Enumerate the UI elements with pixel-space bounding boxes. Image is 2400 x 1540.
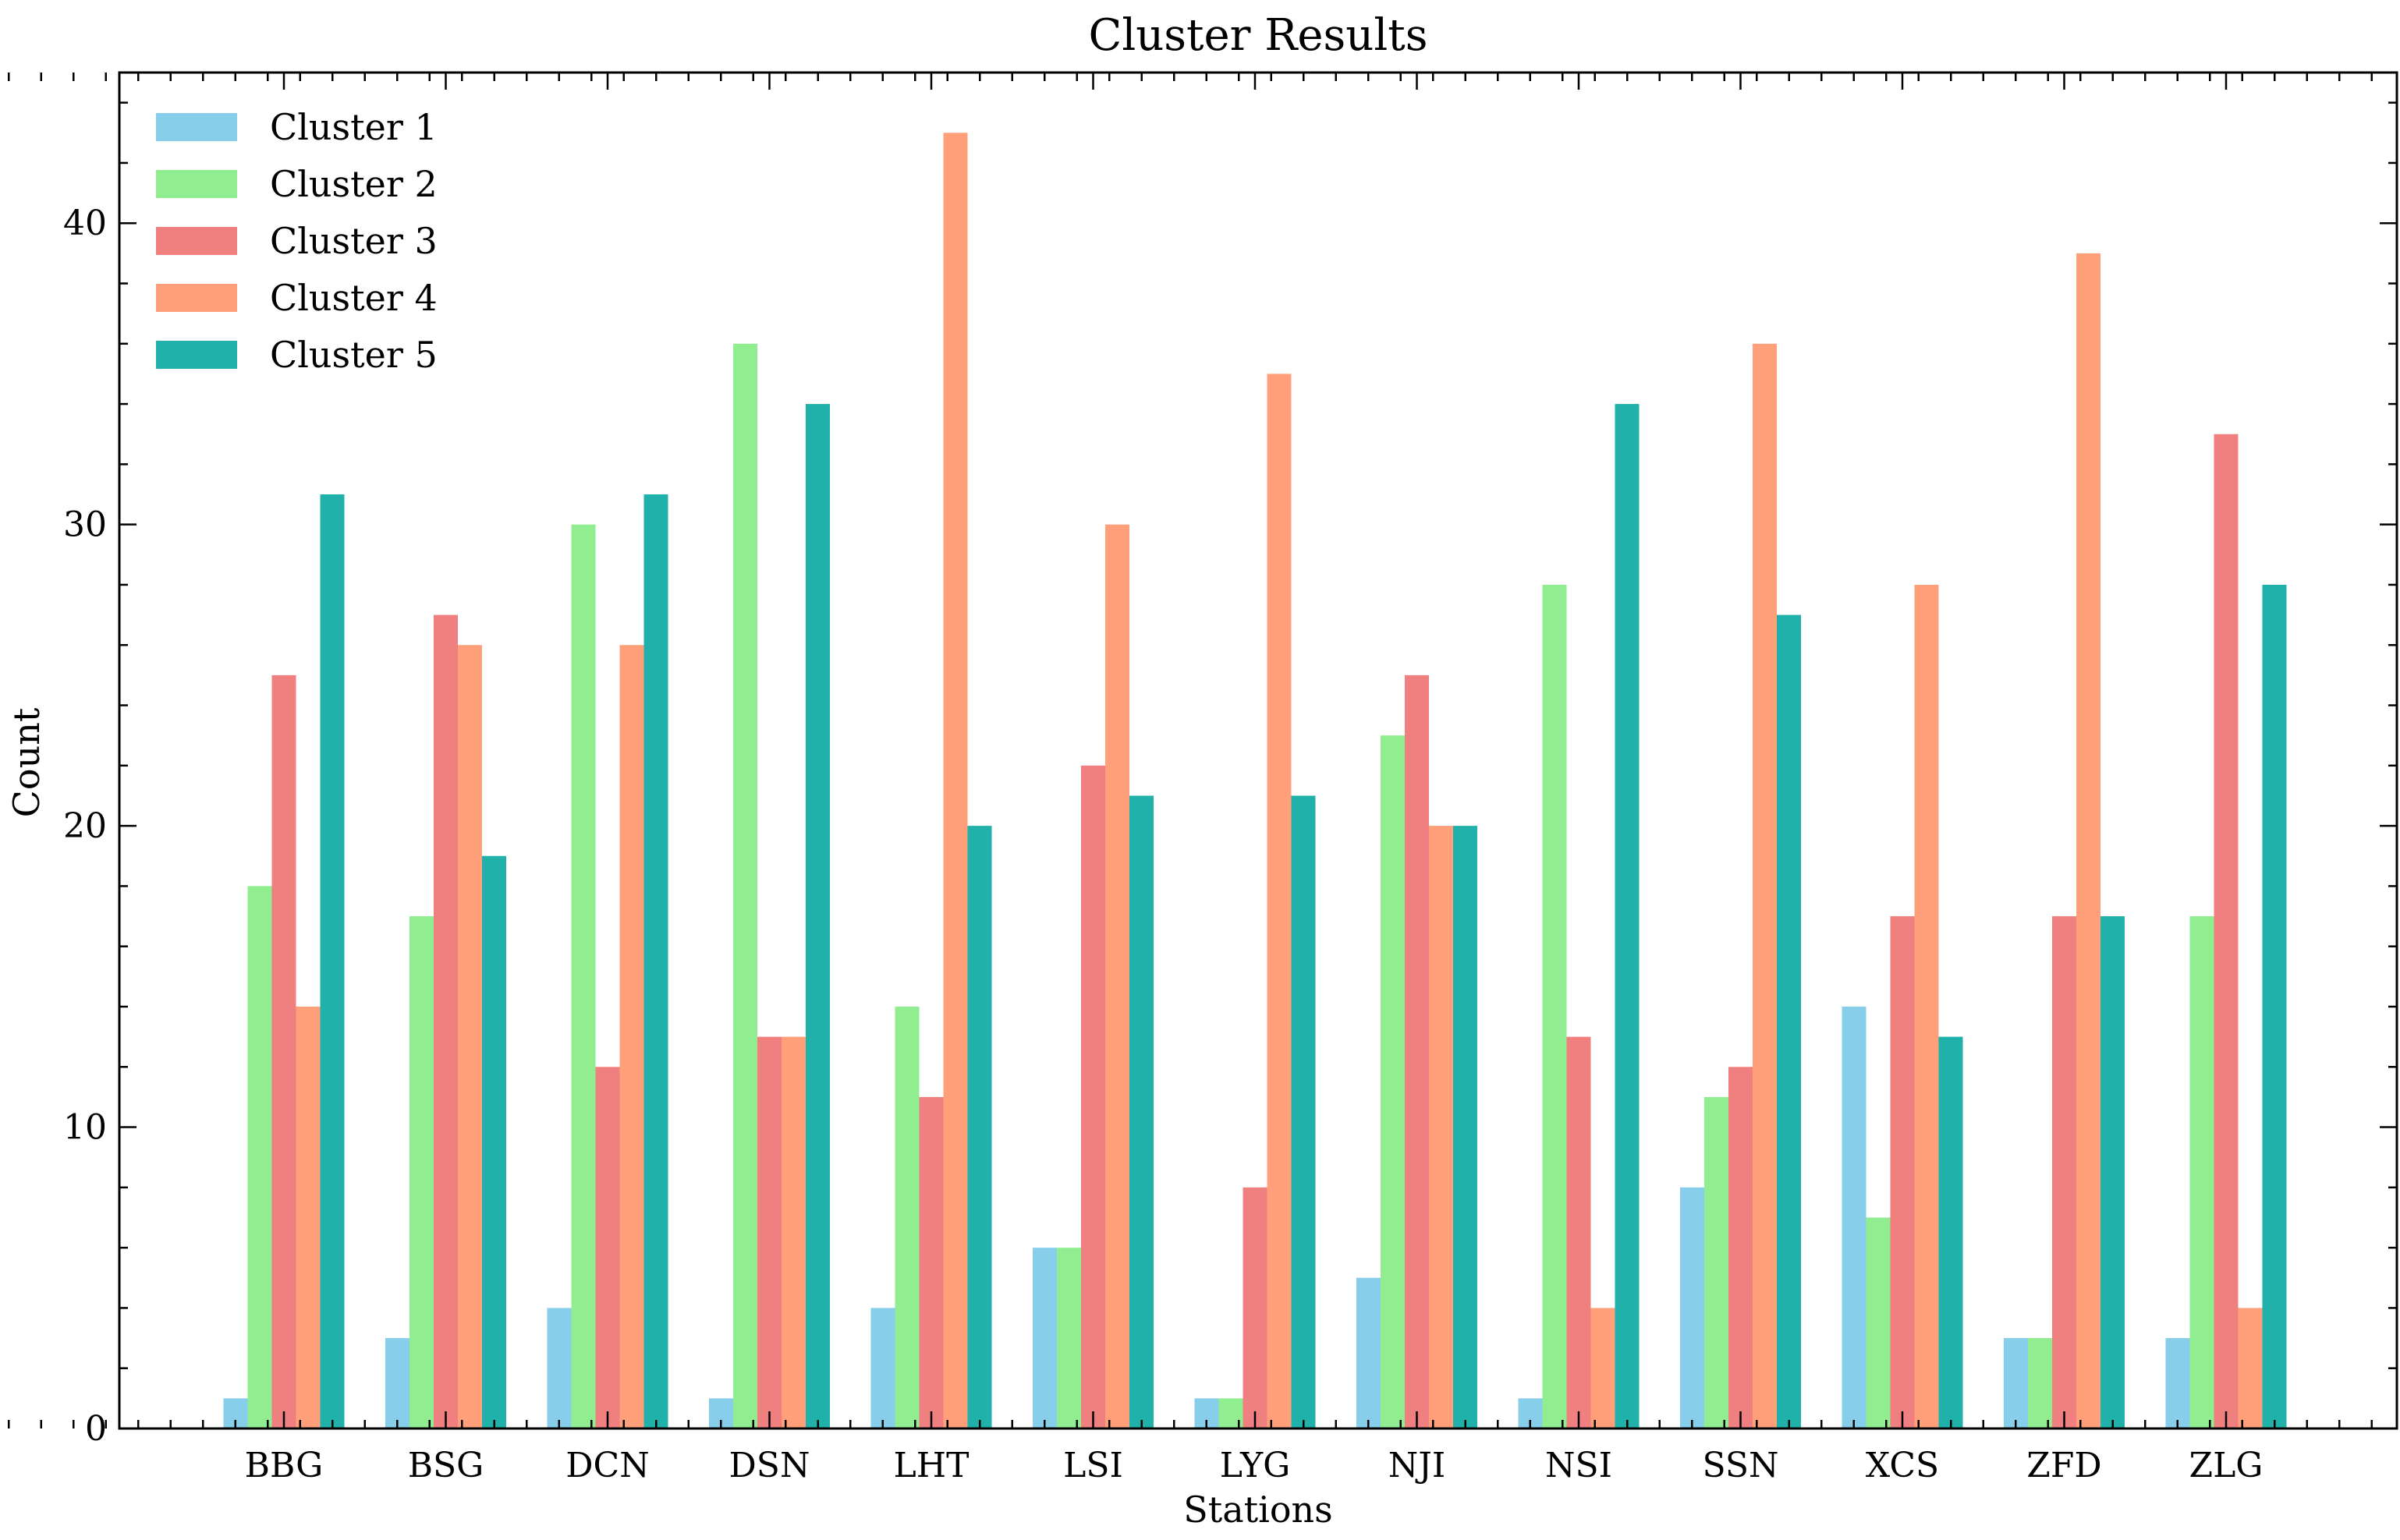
bar-nsi-cluster-4 (1590, 1308, 1615, 1428)
bar-nji-cluster-3 (1405, 674, 1429, 1428)
bar-bsg-cluster-1 (385, 1338, 409, 1428)
bar-dcn-cluster-2 (571, 524, 596, 1428)
bar-dcn-cluster-3 (595, 1067, 620, 1428)
x-tick-label-dsn: DSN (729, 1446, 810, 1485)
x-tick-label-zlg: ZLG (2189, 1446, 2264, 1485)
bar-xcs-cluster-3 (1890, 916, 1915, 1428)
ticks-layer: 0 10 20 30 40 BBG BSG DCN DSN LHT LSI LYG NJI NSI SSN X… (8, 73, 2397, 1485)
bar-dcn-cluster-1 (547, 1308, 572, 1428)
x-tick-label-dcn: DCN (565, 1446, 649, 1485)
bar-nsi-cluster-3 (1566, 1036, 1591, 1428)
bar-xcs-cluster-2 (1866, 1217, 1891, 1428)
bar-lyg-cluster-5 (1291, 795, 1316, 1428)
x-tick-label-bbg: BBG (245, 1446, 324, 1485)
bar-lyg-cluster-4 (1267, 373, 1292, 1428)
bar-nji-cluster-2 (1381, 735, 1405, 1428)
bar-ssn-cluster-5 (1777, 614, 1801, 1428)
bar-zfd-cluster-3 (2052, 916, 2076, 1428)
bar-dsn-cluster-3 (757, 1036, 782, 1428)
bar-lsi-cluster-4 (1105, 524, 1129, 1428)
legend-label-cluster-4: Cluster 4 (270, 277, 438, 319)
bar-zfd-cluster-2 (2028, 1338, 2052, 1428)
bar-dsn-cluster-5 (806, 404, 830, 1428)
plot-frame (118, 71, 2398, 1430)
bar-bbg-cluster-4 (296, 1006, 321, 1428)
legend: Cluster 1 Cluster 2 Cluster 3 Cluster 4 Clus… (156, 106, 438, 376)
bar-lht-cluster-4 (943, 133, 968, 1428)
y-tick-label: 30 (63, 505, 107, 545)
bar-zfd-cluster-1 (2004, 1338, 2028, 1428)
bar-ssn-cluster-1 (1680, 1187, 1704, 1428)
bar-zfd-cluster-5 (2100, 916, 2125, 1428)
bar-zfd-cluster-4 (2076, 253, 2100, 1428)
bar-lht-cluster-2 (895, 1006, 920, 1428)
x-tick-label-bsg: BSG (408, 1446, 484, 1485)
bar-ssn-cluster-3 (1728, 1067, 1753, 1428)
bar-lsi-cluster-1 (1033, 1248, 1057, 1428)
bar-zlg-cluster-4 (2238, 1308, 2263, 1428)
x-tick-label-xcs: XCS (1866, 1446, 1939, 1485)
y-tick-label: 10 (63, 1108, 107, 1148)
bar-lht-cluster-5 (967, 826, 992, 1428)
legend-swatch-cluster-4 (156, 284, 237, 312)
bars-layer (223, 133, 2287, 1428)
legend-swatch-cluster-3 (156, 227, 237, 255)
bar-nsi-cluster-2 (1542, 584, 1567, 1428)
bar-zlg-cluster-2 (2189, 916, 2214, 1428)
bar-bsg-cluster-2 (409, 916, 434, 1428)
bar-xcs-cluster-5 (1938, 1036, 1963, 1428)
bar-nsi-cluster-5 (1615, 404, 1640, 1428)
bar-lht-cluster-3 (919, 1096, 944, 1428)
bar-xcs-cluster-4 (1914, 584, 1939, 1428)
legend-swatch-cluster-5 (156, 341, 237, 369)
x-tick-label-ssn: SSN (1702, 1446, 1778, 1485)
chart-title: Cluster Results (1088, 10, 1427, 61)
bar-bbg-cluster-2 (247, 886, 272, 1428)
bar-lsi-cluster-2 (1057, 1248, 1081, 1428)
y-tick-label: 40 (63, 204, 107, 243)
bar-zlg-cluster-3 (2214, 434, 2239, 1428)
bar-bsg-cluster-4 (458, 645, 482, 1428)
legend-label-cluster-3: Cluster 3 (270, 220, 438, 262)
bar-bsg-cluster-3 (434, 614, 458, 1428)
x-axis-label: Stations (1183, 1489, 1333, 1531)
legend-label-cluster-1: Cluster 1 (270, 106, 438, 148)
x-tick-label-zfd: ZFD (2026, 1446, 2101, 1485)
bar-lsi-cluster-3 (1081, 765, 1105, 1428)
y-tick-label: 0 (85, 1409, 107, 1449)
bar-ssn-cluster-4 (1753, 343, 1777, 1428)
bar-lht-cluster-1 (870, 1308, 895, 1428)
bar-zlg-cluster-1 (2165, 1338, 2190, 1428)
y-tick-label: 20 (63, 806, 107, 846)
legend-swatch-cluster-1 (156, 113, 237, 141)
bar-dcn-cluster-4 (619, 645, 644, 1428)
bar-bbg-cluster-5 (320, 494, 345, 1428)
bar-zlg-cluster-5 (2262, 584, 2287, 1428)
y-axis-label: Count (5, 707, 48, 817)
bar-lyg-cluster-3 (1243, 1187, 1267, 1428)
bar-dcn-cluster-5 (643, 494, 668, 1428)
x-tick-label-lht: LHT (894, 1446, 970, 1485)
legend-label-cluster-5: Cluster 5 (270, 334, 438, 376)
bar-dsn-cluster-4 (782, 1036, 806, 1428)
bar-bsg-cluster-5 (482, 855, 506, 1428)
x-tick-label-nsi: NSI (1545, 1446, 1612, 1485)
bar-bbg-cluster-3 (271, 674, 296, 1428)
bar-nji-cluster-5 (1453, 826, 1477, 1428)
legend-label-cluster-2: Cluster 2 (270, 163, 438, 205)
x-tick-label-lsi: LSI (1063, 1446, 1123, 1485)
bar-ssn-cluster-2 (1704, 1096, 1728, 1428)
bar-nji-cluster-4 (1429, 826, 1453, 1428)
bar-xcs-cluster-1 (1842, 1006, 1866, 1428)
x-tick-label-lyg: LYG (1220, 1446, 1291, 1485)
bar-dsn-cluster-2 (733, 343, 757, 1428)
x-tick-label-nji: NJI (1388, 1446, 1446, 1485)
bar-lsi-cluster-5 (1129, 795, 1154, 1428)
bar-nji-cluster-1 (1356, 1277, 1381, 1428)
legend-swatch-cluster-2 (156, 170, 237, 198)
